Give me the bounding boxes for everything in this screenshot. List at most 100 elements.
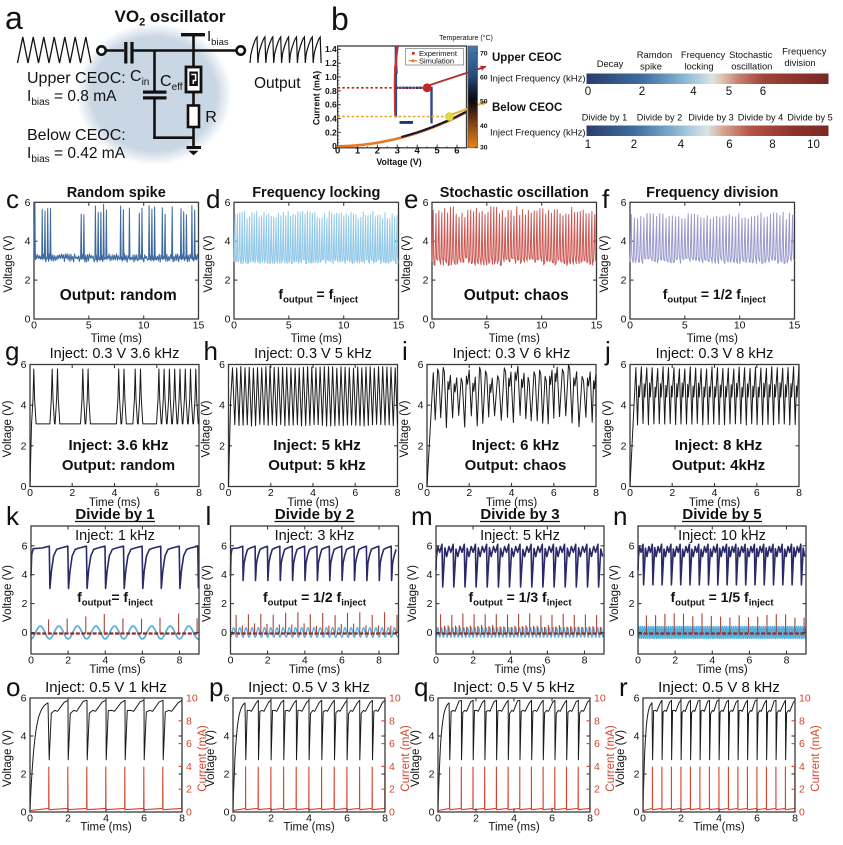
svg-text:Time (ms): Time (ms) [494,664,545,676]
svg-text:10: 10 [186,693,198,705]
svg-text:Random spike: Random spike [67,185,166,201]
svg-text:VO2 oscillator: VO2 oscillator [115,7,226,29]
svg-text:1: 1 [585,139,591,151]
svg-text:2: 2 [429,769,435,781]
svg-text:4: 4 [621,400,627,412]
svg-text:0: 0 [634,807,640,819]
svg-text:Inject: 3 kHz: Inject: 3 kHz [275,528,355,544]
svg-text:2: 2 [186,784,192,796]
svg-text:6: 6 [22,540,28,552]
svg-text:q: q [414,672,428,702]
svg-text:10: 10 [807,139,820,151]
svg-text:5: 5 [434,145,440,156]
svg-text:6: 6 [746,655,752,667]
svg-text:4: 4 [22,569,28,581]
svg-text:h: h [204,336,218,366]
svg-text:2: 2 [69,487,75,499]
svg-text:1.2: 1.2 [325,58,337,68]
svg-text:Frequency: Frequency [681,49,726,60]
svg-text:Divide by 2: Divide by 2 [275,506,354,523]
svg-text:Divide by 3: Divide by 3 [688,113,733,123]
svg-text:8: 8 [784,655,790,667]
svg-text:Voltage (V): Voltage (V) [2,565,14,622]
svg-text:40: 40 [480,123,488,130]
svg-text:0: 0 [231,320,237,332]
svg-text:2: 2 [25,275,31,287]
svg-text:Time (ms): Time (ms) [687,333,738,345]
svg-text:6: 6 [225,197,231,209]
svg-text:Voltage (V): Voltage (V) [2,730,14,787]
svg-text:8: 8 [376,655,382,667]
svg-text:4: 4 [219,400,225,412]
svg-text:oscillation: oscillation [731,61,772,72]
svg-text:Time (ms): Time (ms) [488,822,539,834]
svg-text:2: 2 [268,487,274,499]
svg-text:0: 0 [629,627,635,639]
svg-text:i: i [402,336,408,366]
svg-text:Current (mA): Current (mA) [400,725,412,792]
svg-text:0: 0 [424,487,430,499]
svg-text:2: 2 [221,598,227,610]
svg-text:8: 8 [769,139,775,151]
svg-text:0: 0 [219,481,225,493]
svg-text:15: 15 [193,320,205,332]
svg-text:2: 2 [22,598,28,610]
svg-text:Ibias = 0.8 mA: Ibias = 0.8 mA [27,88,117,108]
svg-text:Upper CEOC: Upper CEOC [492,52,562,64]
svg-text:f: f [602,184,610,214]
svg-text:0: 0 [22,627,28,639]
svg-text:0: 0 [594,807,600,819]
svg-text:0: 0 [28,655,34,667]
svg-text:Output: chaos: Output: chaos [464,287,569,304]
svg-text:Time (ms): Time (ms) [91,333,142,345]
svg-text:Time (ms): Time (ms) [89,497,140,509]
svg-text:Voltage (V): Voltage (V) [410,730,422,787]
svg-text:Inject: 5 kHz: Inject: 5 kHz [480,528,560,544]
svg-text:Decay: Decay [597,58,624,69]
svg-text:Below CEOC:: Below CEOC: [27,127,126,144]
svg-text:4: 4 [427,569,433,581]
svg-text:6: 6 [418,359,424,371]
svg-text:e: e [404,184,418,214]
svg-text:4: 4 [716,813,722,825]
svg-text:Time (ms): Time (ms) [289,664,340,676]
svg-text:Inject: 6 kHz: Inject: 6 kHz [472,437,560,454]
svg-text:2: 2 [470,655,476,667]
svg-text:Inject: 0.3 V 8 kHz: Inject: 0.3 V 8 kHz [656,346,774,362]
svg-text:Output: 4kHz: Output: 4kHz [672,457,765,474]
svg-text:g: g [5,336,19,366]
svg-text:2: 2 [473,813,479,825]
svg-text:10: 10 [138,320,150,332]
svg-text:Time (ms): Time (ms) [693,822,744,834]
svg-text:6: 6 [139,655,145,667]
svg-text:4: 4 [634,731,640,743]
svg-text:5: 5 [726,86,732,98]
svg-text:Divide by 5: Divide by 5 [682,506,761,523]
svg-text:8: 8 [177,655,183,667]
svg-text:0: 0 [332,141,337,151]
svg-text:Current (mA): Current (mA) [197,725,209,792]
svg-text:Inject: 3.6 kHz: Inject: 3.6 kHz [68,437,168,454]
svg-text:2: 2 [375,145,380,156]
svg-text:6: 6 [621,197,627,209]
svg-text:Temperature (°C): Temperature (°C) [439,34,493,42]
svg-text:2: 2 [669,487,675,499]
svg-text:o: o [6,672,20,702]
svg-text:Time (ms): Time (ms) [89,664,140,676]
svg-text:Voltage (V): Voltage (V) [599,235,611,292]
svg-text:10: 10 [799,693,811,705]
svg-text:2: 2 [621,275,627,287]
svg-text:j: j [604,336,611,366]
svg-text:10: 10 [734,320,746,332]
svg-text:6: 6 [634,693,640,705]
svg-text:8: 8 [792,813,798,825]
svg-text:2: 2 [219,440,225,452]
svg-text:Stochastic: Stochastic [729,49,773,60]
svg-text:0: 0 [585,86,591,98]
svg-text:15: 15 [591,320,603,332]
svg-text:8: 8 [186,715,192,727]
svg-text:Divide by 3: Divide by 3 [480,506,559,523]
svg-text:2: 2 [21,440,27,452]
svg-text:8: 8 [594,715,600,727]
svg-text:Time (ms): Time (ms) [291,333,342,345]
